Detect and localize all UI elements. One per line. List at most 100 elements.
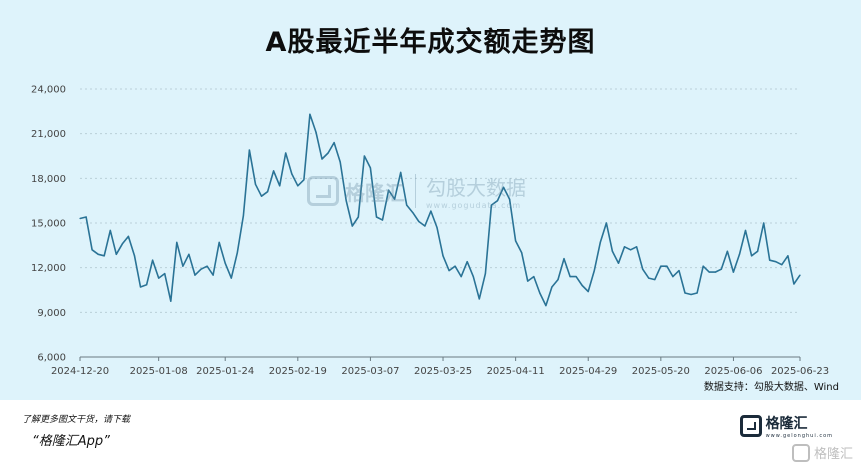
corner-watermark: 格隆汇	[791, 443, 853, 462]
x-axis-ticks: 2024-12-20 2025-01-08 2025-01-24 2025-02-19…	[51, 357, 829, 377]
gelonghui-logo-icon	[791, 443, 810, 462]
data-point	[115, 253, 117, 255]
data-point	[85, 216, 87, 218]
data-point	[327, 152, 329, 154]
footer-url: www.gelonghui.com	[765, 433, 833, 439]
x-tick-label: 2025-01-24	[196, 366, 254, 377]
data-point	[158, 277, 160, 279]
data-point	[133, 255, 136, 257]
data-point	[799, 274, 801, 276]
corner-watermark-text: 格隆汇	[813, 447, 853, 462]
y-axis-ticks: 6,000 9,000 12,000 15,000 18,000 21,000 24,000	[31, 85, 66, 364]
line-chart: 6,000 9,000 12,000 15,000 18,000 21,000 24,000…	[31, 85, 829, 378]
data-point	[363, 155, 365, 157]
footer-brand: 格隆汇	[765, 416, 808, 432]
data-point	[678, 270, 680, 272]
data-point	[345, 200, 347, 202]
data-point	[666, 265, 668, 267]
data-point	[611, 250, 614, 252]
source-note: 数据支持：勾股大数据、Wind	[703, 382, 839, 393]
y-tick-label: 12,000	[31, 263, 66, 274]
data-point	[587, 290, 589, 293]
data-point	[569, 276, 571, 278]
watermark-url: www.gogudata.com	[426, 201, 522, 210]
footer-app-name: “格隆汇App”	[32, 434, 110, 449]
data-point	[315, 131, 317, 133]
footer-cta: 了解更多图文干货，请下载	[22, 415, 131, 425]
data-point	[200, 268, 202, 270]
x-tick-label: 2025-04-11	[487, 366, 545, 377]
data-point	[533, 276, 535, 278]
data-point	[593, 270, 595, 272]
data-point	[726, 250, 728, 252]
data-point	[333, 142, 335, 144]
data-point	[260, 195, 263, 197]
x-tick-label: 2025-06-06	[704, 366, 762, 377]
data-point	[684, 292, 686, 294]
data-point	[636, 246, 638, 248]
data-point	[696, 292, 698, 294]
data-point	[170, 300, 172, 302]
data-point	[757, 250, 759, 252]
data-point	[206, 265, 208, 267]
data-point	[702, 265, 704, 267]
watermark: 格隆汇 勾股大数据 www.gogudata.com	[307, 172, 526, 210]
data-point	[394, 198, 396, 200]
watermark-site: 勾股大数据	[426, 176, 526, 200]
data-point	[599, 241, 601, 243]
data-point	[720, 268, 722, 270]
data-point	[176, 241, 178, 243]
data-point	[508, 198, 511, 200]
data-point	[424, 225, 426, 227]
watermark-site-block: 勾股大数据 www.gogudata.com	[426, 172, 526, 210]
data-point	[581, 284, 583, 287]
data-point	[127, 235, 130, 237]
data-point	[279, 185, 281, 187]
watermark-brand: 格隆汇	[345, 180, 405, 205]
data-point	[139, 286, 142, 288]
y-tick-label: 21,000	[31, 129, 66, 140]
data-point	[539, 292, 541, 294]
data-point	[418, 220, 420, 223]
data-point	[690, 293, 692, 296]
data-point	[230, 277, 232, 279]
data-point	[218, 241, 220, 243]
data-point	[454, 265, 456, 267]
data-point	[744, 229, 747, 232]
data-point	[188, 253, 190, 255]
gridlines	[80, 88, 800, 313]
data-point	[369, 167, 372, 169]
data-point	[563, 258, 565, 260]
data-point	[763, 222, 765, 224]
data-point	[436, 226, 438, 229]
data-point	[212, 274, 214, 276]
data-point	[660, 265, 662, 267]
page-title: A股最近半年成交额走势图	[265, 27, 596, 58]
gelonghui-logo-icon	[307, 176, 339, 206]
data-point	[575, 276, 577, 278]
data-point	[478, 298, 480, 300]
data-point	[466, 261, 468, 263]
x-tick-label: 2025-03-07	[341, 366, 399, 377]
data-point	[521, 252, 523, 254]
data-point	[375, 216, 378, 218]
footer-brand-block: 格隆汇 www.gelonghui.com	[766, 413, 833, 439]
data-point	[605, 222, 607, 224]
series-line	[79, 113, 801, 307]
data-point	[164, 273, 166, 275]
data-point	[351, 225, 353, 227]
x-tick-label: 2025-04-29	[559, 366, 617, 377]
watermark-divider	[415, 174, 416, 208]
x-tick-label: 2024-12-20	[51, 366, 109, 377]
data-point	[732, 271, 735, 273]
data-point	[781, 264, 783, 266]
data-point	[266, 191, 269, 193]
data-point	[182, 265, 184, 267]
data-point	[750, 255, 753, 257]
data-point	[103, 255, 105, 257]
data-point	[97, 253, 99, 255]
data-point	[793, 283, 795, 285]
data-point	[642, 268, 644, 270]
y-tick-label: 15,000	[31, 219, 66, 230]
data-point	[623, 246, 626, 248]
